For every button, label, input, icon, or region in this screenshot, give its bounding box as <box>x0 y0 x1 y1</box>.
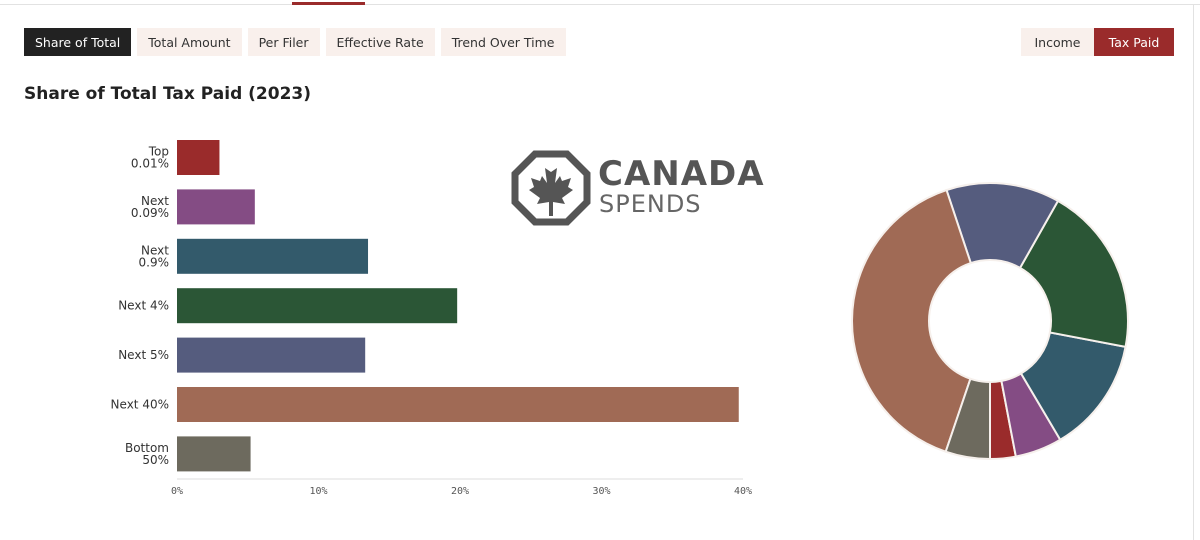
category-label: Next 5% <box>118 348 169 362</box>
x-tick-label: 30% <box>592 486 610 497</box>
bar-2[interactable] <box>177 238 369 274</box>
category-label: Next 40% <box>111 398 169 412</box>
top-accent-indicator <box>292 2 365 5</box>
donut-slice-5[interactable] <box>851 188 973 453</box>
bar-5[interactable] <box>177 387 739 422</box>
tab-share-of-total[interactable]: Share of Total <box>24 28 132 56</box>
tax-paid-toggle-button[interactable]: Tax Paid <box>1094 28 1174 56</box>
tab-trend-over-time[interactable]: Trend Over Time <box>440 28 566 56</box>
donut-slice-6[interactable] <box>944 377 991 461</box>
logo-word-spends: SPENDS <box>599 190 702 218</box>
bar-0[interactable] <box>177 140 220 175</box>
donut-slice-2[interactable] <box>1019 331 1127 442</box>
tab-per-filer[interactable]: Per Filer <box>247 28 320 56</box>
tab-total-amount[interactable]: Total Amount <box>137 28 242 56</box>
logo-word-canada: CANADA <box>598 154 765 194</box>
view-tabs: Share of Total Total Amount Per Filer Ef… <box>24 28 566 56</box>
donut-slice-3[interactable] <box>1018 199 1129 349</box>
category-label: Top 0.01% <box>131 145 169 171</box>
category-label: Next 0.9% <box>139 243 170 269</box>
donut-slice-1[interactable] <box>1000 372 1062 458</box>
income-toggle-button[interactable]: Income <box>1021 28 1094 56</box>
tab-effective-rate[interactable]: Effective Rate <box>325 28 435 56</box>
x-tick-label: 20% <box>451 486 469 497</box>
bar-1[interactable] <box>177 189 255 225</box>
category-label: Next 4% <box>118 299 169 313</box>
maple-leaf-octagon-icon <box>511 150 591 226</box>
right-divider <box>1193 4 1194 540</box>
chart-title: Share of Total Tax Paid (2023) <box>24 84 312 104</box>
category-label: Next 0.09% <box>131 194 169 220</box>
bar-4[interactable] <box>177 337 366 373</box>
donut-slice-4[interactable] <box>945 182 1060 270</box>
x-tick-label: 0% <box>171 486 183 497</box>
category-label: Bottom 50% <box>125 441 169 467</box>
measure-toggle: Income Tax Paid <box>1021 28 1174 56</box>
canada-spends-logo: CANADA SPENDS <box>511 150 764 226</box>
x-tick-label: 40% <box>734 486 752 497</box>
bar-6[interactable] <box>177 436 251 472</box>
bar-3[interactable] <box>177 288 458 324</box>
x-tick-label: 10% <box>309 486 327 497</box>
top-divider <box>0 4 1200 5</box>
